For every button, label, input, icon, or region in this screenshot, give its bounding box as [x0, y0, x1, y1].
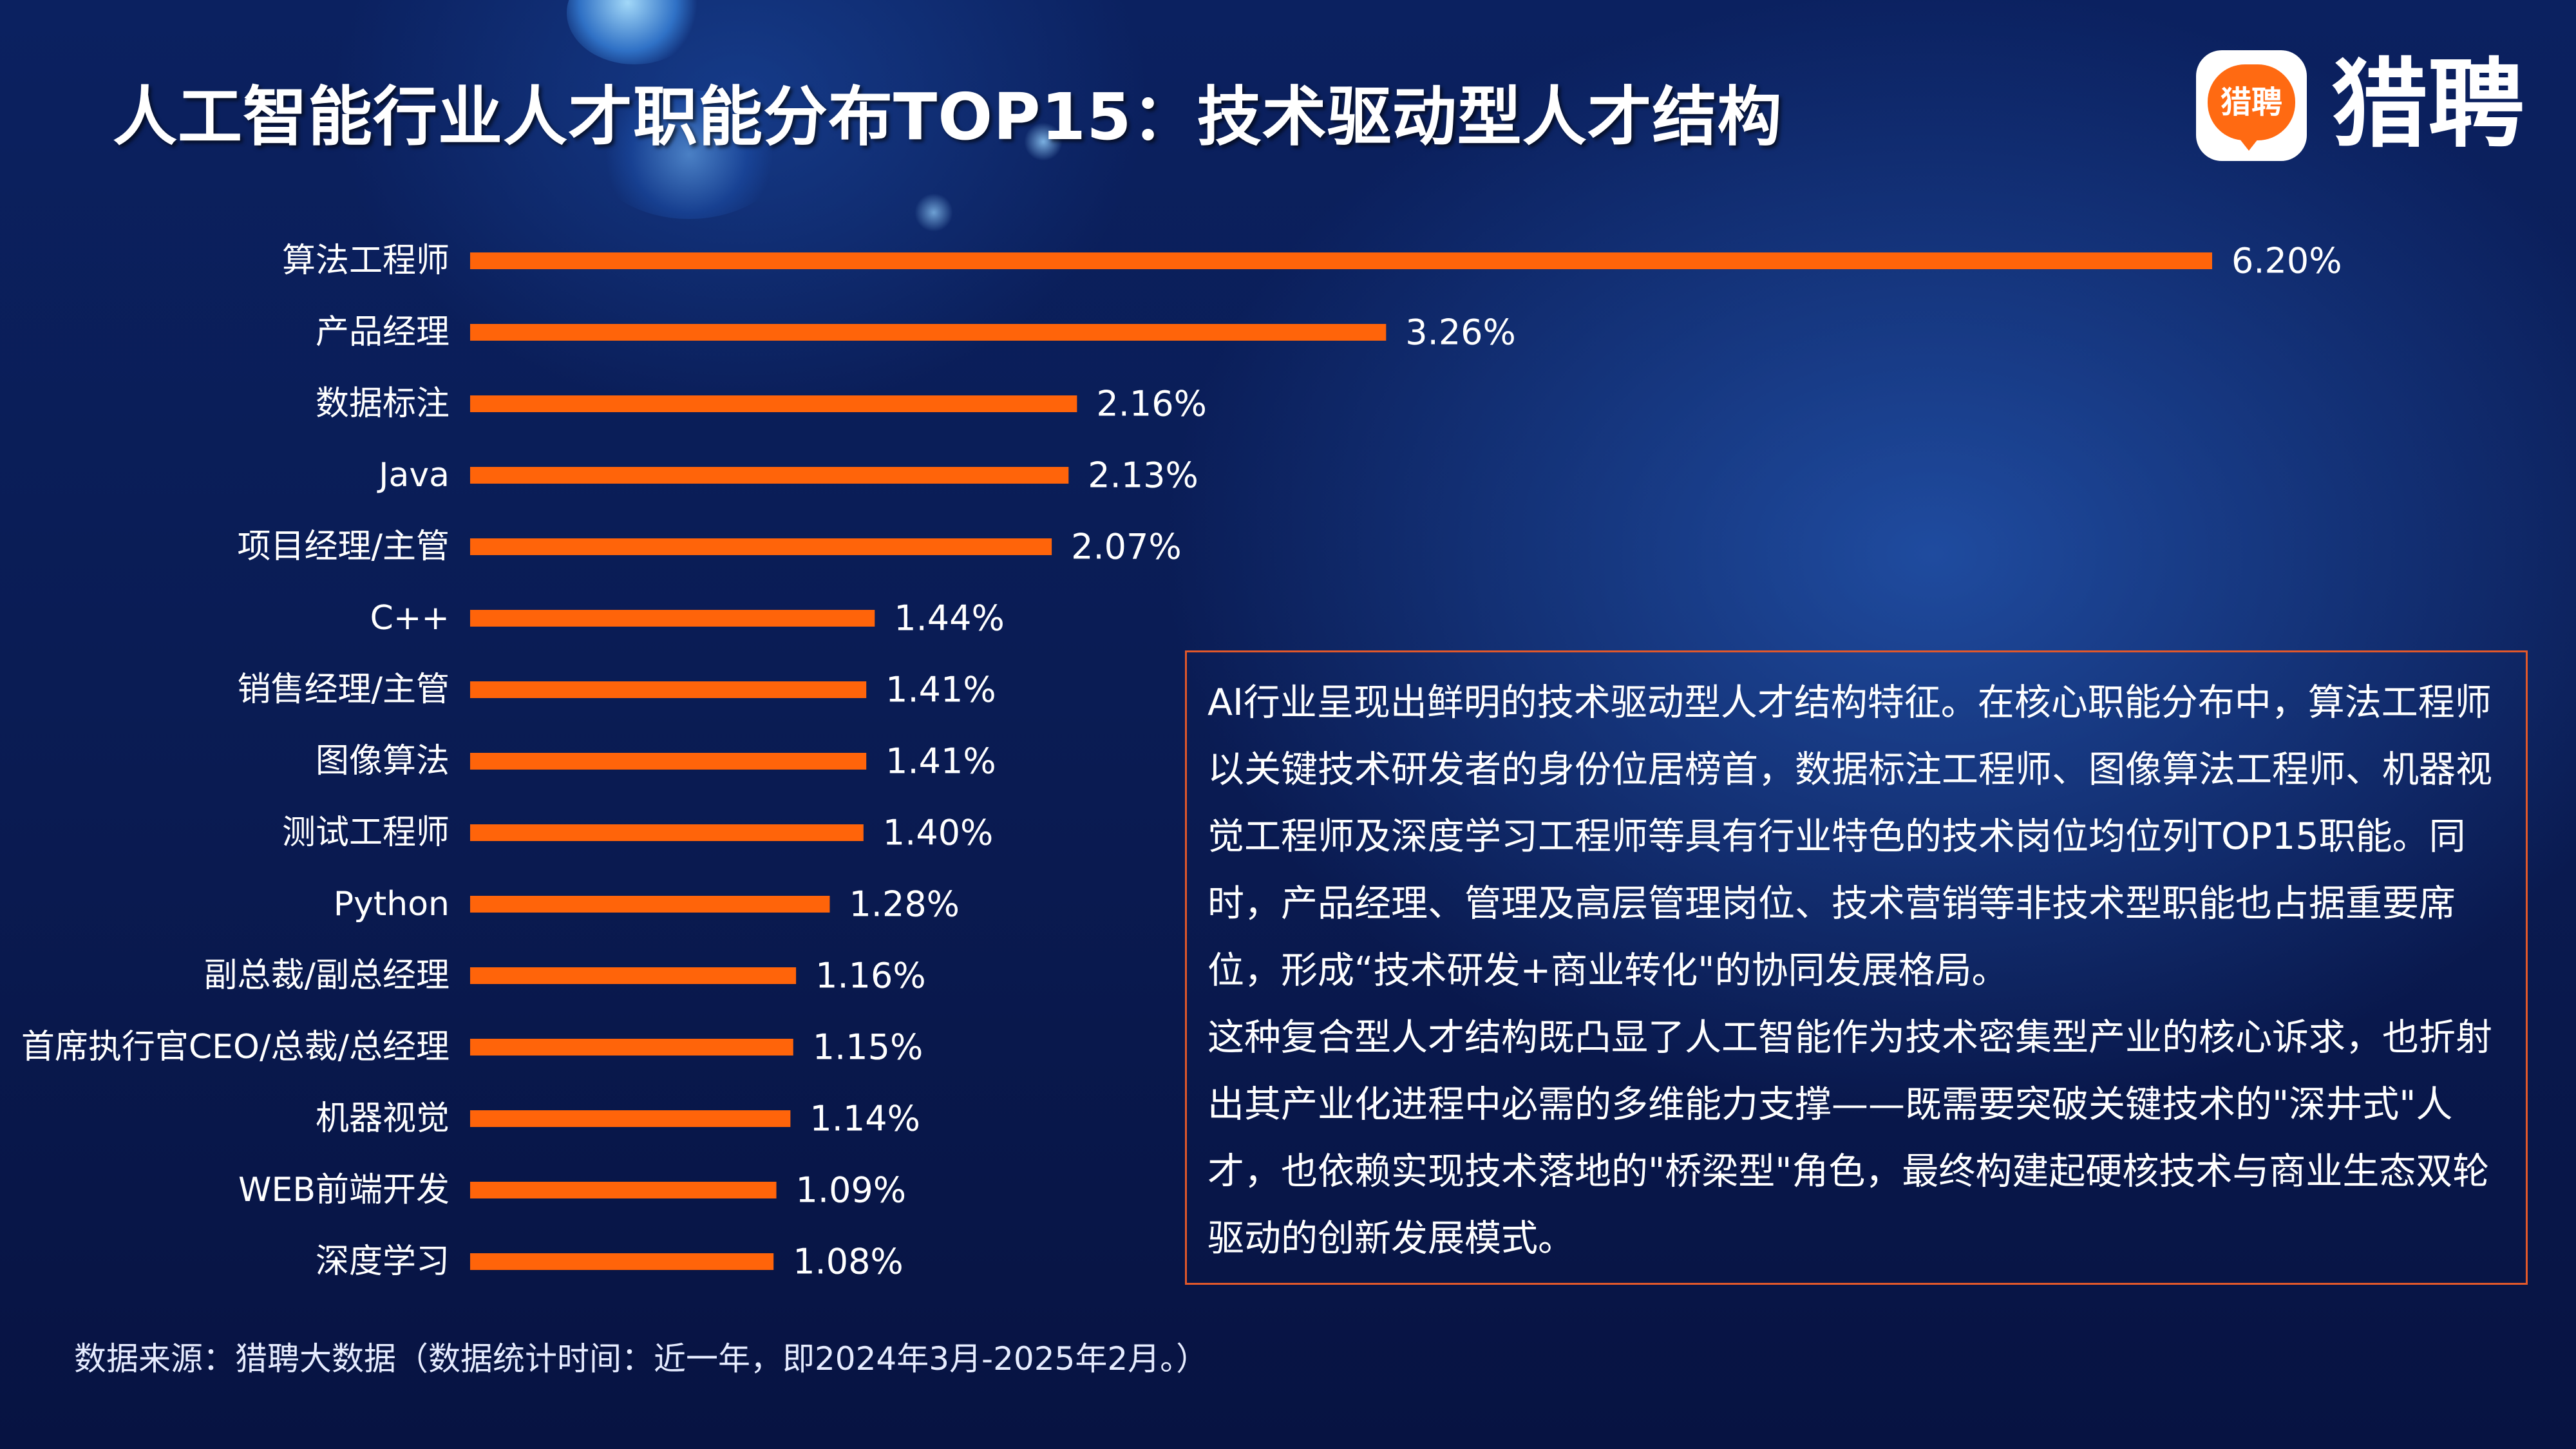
category-label: 副总裁/副总经理: [204, 956, 450, 995]
bar: [470, 753, 867, 770]
category-label: 产品经理: [316, 313, 450, 352]
category-label: 机器视觉: [316, 1099, 450, 1138]
value-label: 1.44%: [894, 598, 1005, 639]
value-label: 1.16%: [815, 956, 926, 996]
category-label: 首席执行官CEO/总裁/总经理: [21, 1028, 450, 1066]
value-label: 3.26%: [1405, 312, 1516, 353]
category-label: Java: [377, 456, 450, 495]
description-paragraph: 这种复合型人才结构既凸显了人工智能作为技术密集型产业的核心诉求，也折射出其产业化…: [1208, 1016, 2492, 1260]
category-label: 图像算法: [316, 742, 450, 781]
value-label: 1.41%: [886, 741, 996, 782]
decorative-bubble: [592, 90, 786, 219]
value-label: 1.41%: [886, 670, 996, 710]
bar: [470, 681, 867, 698]
page-title: 人工智能行业人才职能分布TOP15：技术驱动型人才结构: [113, 79, 1783, 155]
value-label: 1.08%: [793, 1242, 904, 1282]
bar: [470, 824, 864, 841]
category-label: 项目经理/主管: [237, 527, 450, 566]
value-label: 1.28%: [849, 884, 960, 925]
liepin-logo: 猎聘 猎聘: [2196, 49, 2524, 163]
value-label: 1.40%: [883, 813, 994, 853]
speech-bubble-tail: [2235, 133, 2263, 151]
value-label: 1.14%: [810, 1099, 920, 1139]
bar: [470, 610, 875, 627]
bar: [470, 1039, 793, 1056]
bar: [470, 1182, 777, 1198]
decorative-bubble: [1024, 122, 1063, 161]
value-label: 2.07%: [1071, 527, 1182, 567]
description-paragraph: AI行业呈现出鲜明的技术驱动型人才结构特征。在核心职能分布中，算法工程师以关键技…: [1208, 681, 2492, 992]
value-label: 2.13%: [1088, 455, 1198, 496]
logo-icon: 猎聘: [2196, 50, 2307, 161]
category-label: 销售经理/主管: [237, 670, 450, 709]
category-label: WEB前端开发: [238, 1171, 450, 1209]
category-label: C++: [370, 599, 450, 638]
category-label: 数据标注: [316, 384, 450, 423]
data-source-note: 数据来源：猎聘大数据（数据统计时间：近一年，即2024年3月-2025年2月。）: [74, 1340, 1209, 1378]
logo-brand-text: 猎聘: [2331, 49, 2525, 161]
bar: [470, 467, 1069, 484]
value-label: 6.20%: [2231, 241, 2342, 281]
category-label: Python: [334, 885, 450, 923]
category-label: 测试工程师: [282, 813, 450, 852]
bar: [470, 1253, 774, 1270]
decorative-bubble: [914, 193, 953, 232]
bar: [470, 1110, 791, 1127]
bar: [470, 324, 1387, 341]
bar: [470, 896, 830, 913]
value-label: 2.16%: [1096, 384, 1207, 424]
bar: [470, 252, 2212, 269]
value-label: 1.09%: [796, 1170, 907, 1211]
category-label: 深度学习: [316, 1242, 450, 1281]
logo-icon-text: 猎聘: [2208, 64, 2295, 140]
category-label: 算法工程师: [282, 242, 450, 280]
bar: [470, 538, 1052, 555]
bar: [470, 967, 797, 984]
bar: [470, 395, 1077, 412]
value-label: 1.15%: [813, 1027, 923, 1068]
description-box: AI行业呈现出鲜明的技术驱动型人才结构特征。在核心职能分布中，算法工程师以关键技…: [1185, 650, 2528, 1285]
